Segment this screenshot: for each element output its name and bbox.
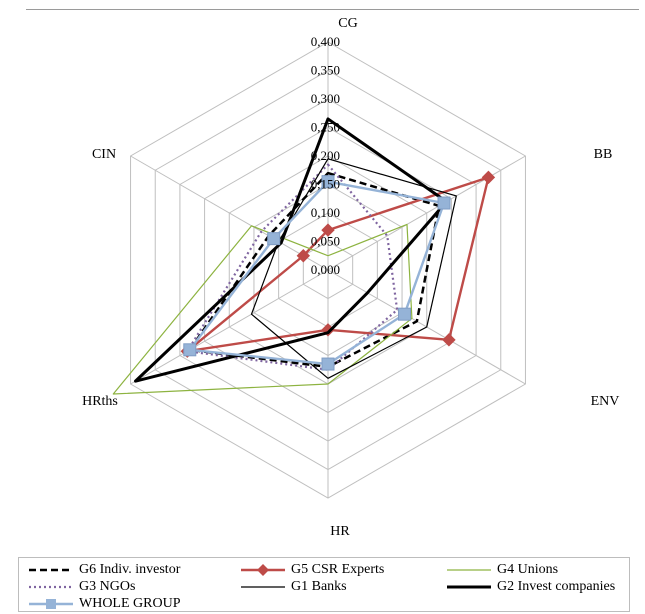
series-point bbox=[481, 170, 496, 185]
top-rule bbox=[26, 9, 639, 10]
legend-item: G5 CSR Experts bbox=[239, 561, 384, 579]
legend-swatch-marker bbox=[46, 599, 56, 609]
radar-chart: 0,000 0,050 0,100 0,150 0,200 0,250 0,300 0,350… bbox=[82, 16, 619, 539]
series-point bbox=[437, 196, 451, 210]
legend-item: G4 Unions bbox=[445, 561, 558, 579]
tick-label: 0,000 bbox=[311, 262, 340, 277]
series-point bbox=[321, 175, 335, 189]
series-line bbox=[186, 163, 399, 371]
radial-tick-labels: 0,000 0,050 0,100 0,150 0,200 0,250 0,300 0,350… bbox=[311, 34, 340, 277]
legend-swatch-marker bbox=[257, 564, 269, 576]
legend-swatch bbox=[29, 568, 73, 572]
tick-label: 0,350 bbox=[311, 63, 340, 78]
tick-label: 0,150 bbox=[311, 177, 340, 192]
series-point bbox=[321, 357, 335, 371]
legend-swatch bbox=[447, 585, 491, 589]
axis-label-env: ENV bbox=[591, 394, 620, 409]
legend-item: WHOLE GROUP bbox=[27, 595, 181, 613]
series-line bbox=[112, 223, 413, 395]
legend-swatch bbox=[29, 599, 73, 609]
legend-label: G6 Indiv. investor bbox=[79, 562, 181, 577]
legend-item: G6 Indiv. investor bbox=[27, 561, 180, 579]
series-point bbox=[296, 249, 311, 263]
legend-label: G4 Unions bbox=[497, 562, 559, 577]
grid-spoke bbox=[130, 269, 329, 385]
legend-label: G3 NGOs bbox=[79, 579, 136, 594]
axis-labels: CG BB ENV HR HRths CIN bbox=[82, 16, 619, 539]
legend-label: G5 CSR Experts bbox=[291, 562, 385, 577]
axis-label-hrths: HRths bbox=[82, 394, 118, 409]
axis-label-cin: CIN bbox=[92, 147, 116, 162]
legend-item: G3 NGOs bbox=[27, 578, 135, 596]
tick-label: 0,300 bbox=[311, 91, 340, 106]
axis-label-cg: CG bbox=[338, 16, 357, 31]
series-line bbox=[133, 117, 448, 383]
axis-label-bb: BB bbox=[594, 147, 613, 162]
legend-swatch bbox=[241, 586, 285, 588]
grid-spoke bbox=[130, 155, 329, 271]
legend-swatch bbox=[29, 585, 73, 589]
tick-label: 0,100 bbox=[311, 205, 340, 220]
chart-legend: G6 Indiv. investor G5 CSR Experts G4 Union… bbox=[18, 557, 630, 612]
series-point bbox=[183, 343, 197, 357]
tick-label: 0,250 bbox=[311, 120, 340, 135]
series-point bbox=[267, 232, 281, 246]
series-point bbox=[321, 223, 335, 237]
tick-label: 0,200 bbox=[311, 148, 340, 163]
series-point bbox=[398, 307, 412, 321]
legend-swatch bbox=[241, 564, 285, 576]
legend-label: G1 Banks bbox=[291, 579, 347, 594]
legend-item: G2 Invest companies bbox=[445, 578, 615, 596]
legend-item: G1 Banks bbox=[239, 578, 347, 596]
series-point bbox=[442, 333, 456, 347]
radar-series bbox=[112, 117, 496, 395]
legend-label: G2 Invest companies bbox=[497, 579, 616, 594]
legend-swatch bbox=[447, 569, 491, 571]
legend-label: WHOLE GROUP bbox=[79, 596, 181, 611]
axis-label-hr: HR bbox=[330, 524, 350, 539]
tick-label: 0,050 bbox=[311, 234, 340, 249]
tick-label: 0,400 bbox=[311, 34, 340, 49]
